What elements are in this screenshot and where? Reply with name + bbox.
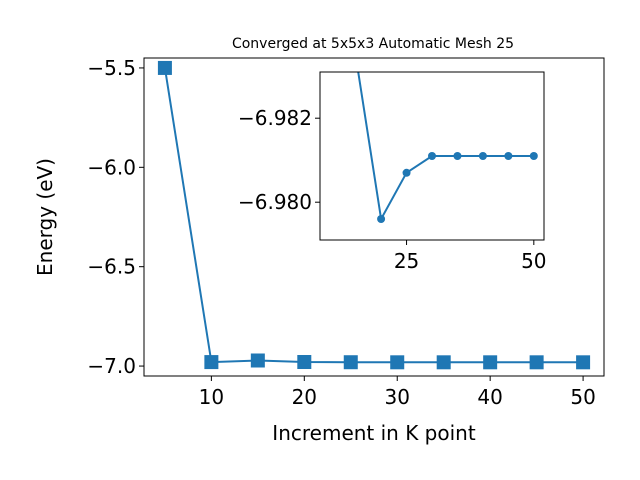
inset-series <box>357 72 538 223</box>
chart-title: Converged at 5x5x3 Automatic Mesh 25 <box>232 36 514 52</box>
main-data-point <box>436 355 451 370</box>
main-x-tick-label: 10 <box>199 385 224 409</box>
inset-y-tick-label: −6.980 <box>238 190 312 214</box>
main-data-point <box>343 355 358 370</box>
main-data-point <box>297 355 312 370</box>
main-plot-frame <box>143 57 605 377</box>
inset-data-point <box>402 168 411 177</box>
inset-data-point <box>428 152 436 160</box>
main-y-tick-label: −6.5 <box>87 255 136 279</box>
x-axis-label: Increment in K point <box>272 421 476 445</box>
main-data-point <box>576 355 591 370</box>
main-data-point <box>390 355 405 370</box>
main-data-point <box>529 355 544 370</box>
main-series-line <box>163 67 584 364</box>
inset-data-point <box>504 152 513 160</box>
inset-data-point <box>453 152 462 160</box>
main-plot: Converged at 5x5x3 Automatic Mesh 25 10 2… <box>33 36 605 445</box>
inset-data-point <box>529 152 538 160</box>
main-data-point <box>250 353 265 368</box>
main-x-ticks: 10 20 30 40 50 <box>199 376 596 409</box>
main-x-tick-label: 40 <box>477 385 502 409</box>
inset-x-tick-label: 50 <box>521 249 546 273</box>
y-axis-label: Energy (eV) <box>33 158 57 276</box>
inset-y-tick-label: −6.982 <box>238 106 312 130</box>
main-x-tick-label: 30 <box>385 385 410 409</box>
inset-x-ticks: 25 50 <box>394 240 547 273</box>
inset-data-point <box>478 152 487 160</box>
inset-series-line <box>357 72 534 223</box>
inset-plot: 25 50 −6.982 −6.980 <box>238 71 547 273</box>
inset-x-tick-label: 25 <box>394 249 419 273</box>
main-y-ticks: −5.5 −6.0 −6.5 −7.0 <box>87 56 144 378</box>
main-y-tick-label: −6.0 <box>87 155 136 179</box>
main-data-point <box>157 60 172 75</box>
main-series <box>157 60 591 370</box>
main-y-tick-label: −7.0 <box>87 354 136 378</box>
main-data-point <box>483 355 498 370</box>
inset-plot-frame <box>319 71 545 241</box>
main-y-tick-label: −5.5 <box>87 56 136 80</box>
main-x-tick-label: 20 <box>292 385 317 409</box>
main-data-point <box>204 355 219 370</box>
inset-y-ticks: −6.982 −6.980 <box>238 106 320 214</box>
main-x-tick-label: 50 <box>570 385 595 409</box>
inset-data-point <box>377 215 386 223</box>
